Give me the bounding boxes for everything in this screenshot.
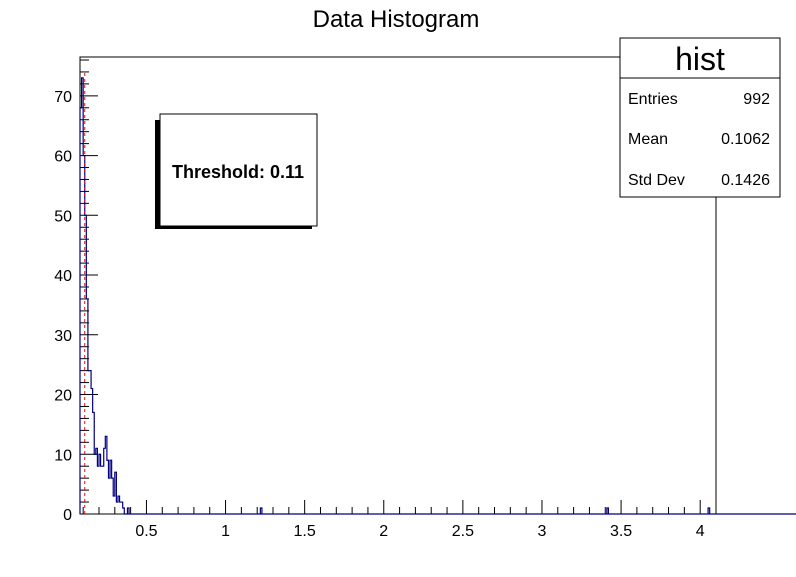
- stats-mean-value: 0.1062: [721, 131, 770, 148]
- y-tick-label: 20: [54, 388, 72, 405]
- stats-stddev-label: Std Dev: [628, 172, 685, 189]
- x-tick-label: 2: [379, 523, 388, 540]
- y-tick-label: 40: [54, 268, 72, 285]
- stats-entries-value: 992: [743, 91, 770, 108]
- stats-entries-label: Entries: [628, 91, 678, 108]
- threshold-box-label: Threshold: 0.11: [172, 162, 304, 182]
- y-tick-label: 60: [54, 149, 72, 166]
- chart-title: Data Histogram: [313, 6, 480, 33]
- x-tick-label: 1: [221, 523, 230, 540]
- x-axis: 0.5 1 1.5 2 2.5 3 3.5 4: [82, 500, 717, 540]
- outlier-bar-0: [259, 507, 263, 514]
- x-tick-label: 3: [538, 523, 547, 540]
- outlier-bar-2: [707, 507, 711, 514]
- y-tick-label: 50: [54, 208, 72, 225]
- histogram-outline: [79, 77, 796, 515]
- stats-box-frame: [619, 37, 781, 198]
- y-tick-label: 70: [54, 89, 72, 106]
- stats-stddev-value: 0.1426: [721, 172, 770, 189]
- x-tick-label: 4: [696, 523, 705, 540]
- y-tick-label: 30: [54, 328, 72, 345]
- x-tick-label: 2.5: [452, 523, 474, 540]
- outlier-bar-1: [606, 507, 610, 514]
- stats-box-title: hist: [675, 41, 725, 77]
- stats-mean-label: Mean: [628, 131, 668, 148]
- threshold-box: Threshold: 0.11: [155, 113, 318, 229]
- y-tick-label: 10: [54, 447, 72, 464]
- y-tick-label: 0: [63, 507, 72, 524]
- stats-box: hist Entries 992 Mean 0.1062 Std Dev 0.1…: [619, 37, 781, 198]
- outlier-bars: [259, 507, 711, 514]
- threshold-box-body: [159, 113, 318, 227]
- y-axis: 0 10 20 30 40 50 60 70: [54, 59, 98, 524]
- x-tick-label: 0.5: [135, 523, 157, 540]
- x-tick-label: 3.5: [610, 523, 632, 540]
- x-tick-label: 1.5: [294, 523, 316, 540]
